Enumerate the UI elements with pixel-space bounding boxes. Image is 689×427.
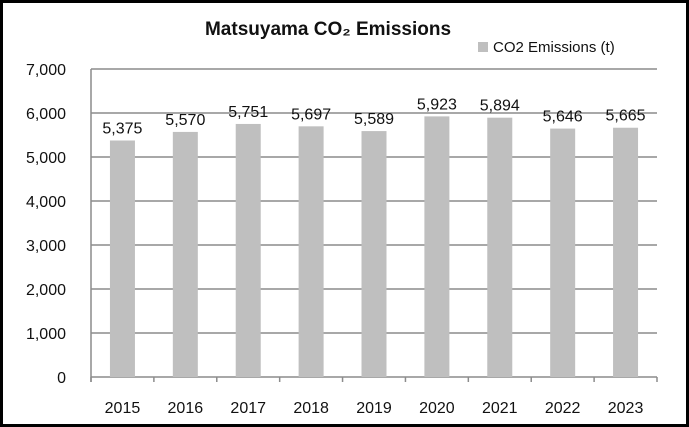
data-label: 5,570: [165, 112, 205, 129]
x-tick-label: 2018: [293, 400, 329, 417]
y-tick-label: 4,000: [26, 194, 66, 211]
data-label: 5,894: [480, 98, 520, 115]
x-tick-label: 2015: [105, 400, 141, 417]
x-tick-label: 2016: [168, 400, 204, 417]
x-tick-label: 2019: [356, 400, 392, 417]
bar: [235, 123, 261, 378]
chart-title: Matsuyama CO₂ Emissions: [205, 19, 451, 40]
data-label: 5,665: [606, 108, 646, 125]
x-tick-label: 2017: [230, 400, 266, 417]
bar: [487, 117, 513, 377]
x-tick-label: 2020: [419, 400, 455, 417]
legend-label: CO2 Emissions (t): [493, 39, 615, 56]
y-tick-label: 0: [57, 370, 66, 387]
y-tick-label: 2,000: [26, 282, 66, 299]
y-tick-label: 3,000: [26, 238, 66, 255]
y-tick-label: 7,000: [26, 62, 66, 79]
bar: [361, 131, 387, 377]
data-label: 5,646: [543, 109, 583, 126]
y-tick-label: 1,000: [26, 326, 66, 343]
bar: [109, 140, 135, 377]
data-label: 5,589: [354, 111, 394, 128]
bar: [613, 127, 639, 378]
data-label: 5,697: [291, 106, 331, 123]
bar: [298, 126, 324, 377]
bar: [550, 128, 576, 377]
y-tick-label: 6,000: [26, 106, 66, 123]
data-label: 5,375: [102, 121, 142, 138]
x-tick-label: 2021: [482, 400, 518, 417]
y-tick-label: 5,000: [26, 150, 66, 167]
bar: [424, 116, 450, 377]
legend-swatch: [478, 42, 488, 52]
bar: [172, 131, 198, 377]
x-tick-label: 2023: [608, 400, 644, 417]
data-label: 5,751: [228, 104, 268, 121]
data-label: 5,923: [417, 96, 457, 113]
x-tick-label: 2022: [545, 400, 581, 417]
